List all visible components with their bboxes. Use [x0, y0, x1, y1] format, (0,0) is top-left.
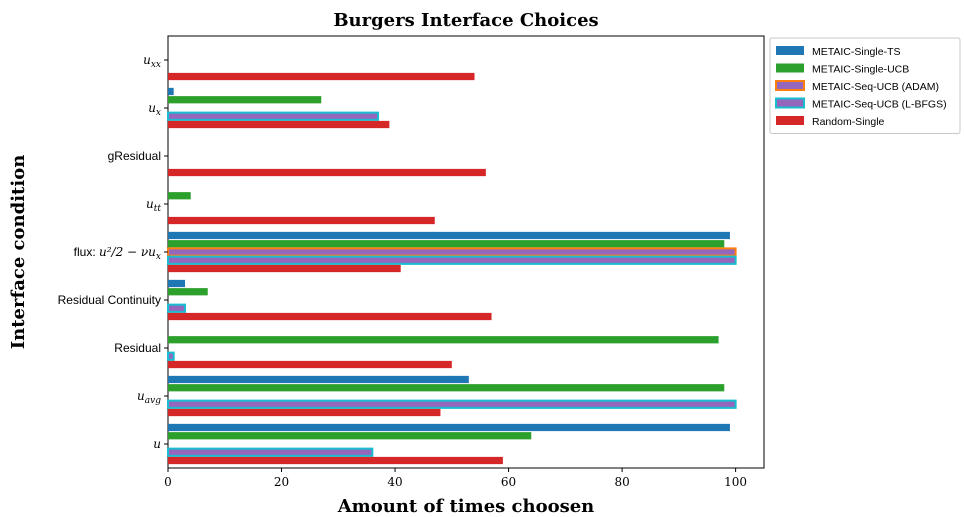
- bar-4-4: [167, 303, 187, 313]
- bar-2-4: [168, 288, 208, 296]
- y-axis-label: Interface condition: [8, 155, 29, 350]
- bar-5-3: [168, 360, 452, 369]
- bar-1-4: [168, 279, 186, 288]
- bar-1-8: [168, 87, 174, 96]
- bar-2-1: [168, 432, 532, 440]
- bar-3-5: [167, 247, 737, 257]
- legend-swatch: [776, 46, 804, 55]
- bar-5-5: [168, 264, 401, 273]
- x-tick-label: 60: [501, 475, 516, 489]
- x-axis: 0 20 40 60 80 100: [164, 468, 747, 489]
- bar-5-4: [168, 312, 492, 321]
- bar-5-1: [168, 456, 503, 465]
- chart-title: Burgers Interface Choices: [333, 10, 598, 31]
- legend-label: METAIC-Seq-UCB (L-BFGS): [812, 99, 947, 111]
- legend-label: METAIC-Single-TS: [812, 46, 901, 58]
- bar-4-8: [167, 111, 380, 121]
- y-tick-label: Residual Continuity: [58, 293, 161, 307]
- bar-2-3: [168, 336, 719, 344]
- legend-label: Random-Single: [812, 116, 885, 128]
- bar-1-2: [168, 375, 469, 384]
- y-tick-label: uxx: [143, 53, 161, 70]
- bar-1-1: [168, 423, 730, 432]
- y-tick-label: ux: [148, 101, 161, 118]
- bar-5-6: [168, 216, 435, 225]
- bar-4-2: [167, 399, 737, 409]
- legend: METAIC-Single-TS METAIC-Single-UCB METAIC-…: [769, 37, 961, 134]
- bar-4-3: [167, 351, 175, 361]
- bar-5-2: [168, 408, 441, 417]
- legend-label: METAIC-Single-UCB: [812, 64, 909, 76]
- x-tick-label: 100: [724, 475, 747, 489]
- legend-swatch: [776, 116, 804, 125]
- legend-label: METAIC-Seq-UCB (ADAM): [812, 81, 939, 93]
- bar-1-5: [168, 231, 730, 240]
- legend-swatch: [775, 97, 805, 109]
- bar-2-5: [168, 240, 725, 248]
- bar-5-7: [168, 168, 486, 177]
- bars: [167, 72, 737, 465]
- bar-2-6: [168, 192, 191, 200]
- bar-2-8: [168, 96, 322, 104]
- x-tick-label: 20: [274, 475, 289, 489]
- x-tick-label: 40: [387, 475, 402, 489]
- x-tick-label: 0: [164, 475, 172, 489]
- legend-box: [769, 37, 961, 134]
- y-tick-label: utt: [146, 197, 161, 214]
- bar-5-8: [168, 120, 390, 129]
- bar-4-1: [167, 447, 374, 457]
- x-tick-label: 80: [614, 475, 629, 489]
- bar-4-5: [167, 255, 737, 265]
- bar-5-9: [168, 72, 475, 81]
- legend-swatch: [776, 63, 804, 73]
- y-axis: u uavg Residual Residual Continuity flux: u²…: [58, 53, 168, 451]
- y-tick-label: uavg: [137, 389, 161, 406]
- x-axis-label: Amount of times choosen: [337, 496, 595, 517]
- y-tick-label: Residual: [114, 341, 161, 355]
- legend-swatch: [775, 80, 805, 91]
- y-tick-label: flux: u²/2 − νux: [74, 245, 161, 262]
- bar-2-2: [168, 384, 725, 392]
- y-tick-label: u: [153, 437, 161, 451]
- y-tick-label: gResidual: [108, 149, 161, 163]
